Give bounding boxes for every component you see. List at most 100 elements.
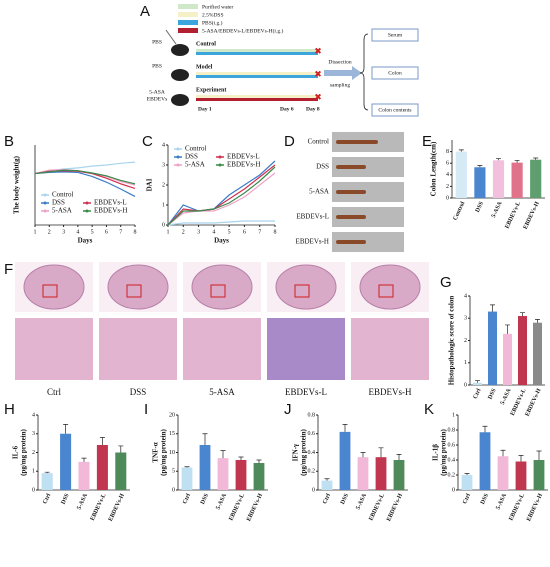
bracket bbox=[359, 33, 369, 111]
timeline bbox=[196, 72, 318, 75]
bar bbox=[474, 167, 486, 198]
legend-marker bbox=[218, 155, 222, 159]
sample: Colon bbox=[388, 70, 402, 76]
x-tick-label: Ctrl bbox=[42, 493, 52, 505]
line bbox=[167, 220, 275, 226]
x-tick-label: DSS bbox=[487, 387, 497, 400]
panel-letter: F bbox=[4, 261, 13, 278]
group: Experiment bbox=[196, 87, 226, 93]
bar bbox=[492, 160, 505, 198]
y-tick-label: 15 bbox=[169, 431, 175, 437]
treatment: EBDEVs bbox=[147, 96, 167, 102]
panel-letter: D bbox=[284, 133, 295, 150]
y-tick-label: 4 bbox=[162, 142, 165, 148]
zoom-box bbox=[42, 284, 58, 298]
histology-zoom bbox=[183, 318, 261, 380]
treatment: 5-ASA bbox=[149, 89, 165, 95]
legend-label: DSS bbox=[52, 199, 65, 207]
x-tick-label: 2 bbox=[48, 229, 51, 235]
legend-swatch bbox=[178, 28, 198, 33]
legend-text: PBS(i.g.) bbox=[202, 19, 223, 26]
error-bar bbox=[533, 157, 539, 160]
x-tick-label: 6 bbox=[105, 229, 108, 235]
y-tick-label: 3 bbox=[32, 431, 35, 437]
y-tick-label: 2 bbox=[162, 182, 165, 188]
y-label: IL-1β bbox=[432, 444, 440, 461]
timeline bbox=[196, 75, 318, 78]
panel-letter: H bbox=[4, 401, 15, 418]
histology-zoom bbox=[99, 318, 177, 380]
legend-marker bbox=[85, 209, 89, 213]
x-tick-label: EBDEVs-H bbox=[246, 493, 264, 523]
sample-box bbox=[371, 66, 419, 80]
legend-marker bbox=[176, 163, 180, 167]
y-tick-label: 2 bbox=[32, 450, 35, 456]
x-tick-label: Ctrl bbox=[473, 388, 483, 400]
chart: 0 0.2 0.4 0.6 0.8 IFN-γ (pg/mg protein) Ctrl DSS… bbox=[292, 412, 408, 522]
x-tick-label: DSS bbox=[480, 492, 490, 505]
colon-photo bbox=[332, 232, 404, 252]
bar bbox=[518, 316, 527, 385]
timeline bbox=[196, 98, 318, 101]
y-tick-label: 4 bbox=[446, 172, 449, 178]
y-label: IFN-γ bbox=[292, 443, 300, 461]
error-bar bbox=[238, 456, 244, 460]
legend-marker bbox=[43, 209, 47, 213]
bar bbox=[461, 475, 473, 490]
error-bar bbox=[518, 455, 524, 462]
bar bbox=[115, 452, 127, 490]
x-tick-label: Ctrl bbox=[322, 493, 332, 505]
error-bar bbox=[514, 159, 520, 163]
legend-text: 5-ASA/EBDEVs-L/EBDEVs-H(i.g.) bbox=[202, 27, 283, 34]
y-tick-label: 0 bbox=[312, 487, 315, 493]
x-tick-label: 5-ASA bbox=[215, 492, 228, 511]
mouse bbox=[171, 94, 189, 106]
error-bar bbox=[360, 452, 366, 458]
colon bbox=[336, 215, 366, 219]
y-unit: (pg/mg protein) bbox=[300, 428, 308, 475]
colon bbox=[336, 190, 366, 194]
error-bar bbox=[496, 158, 501, 161]
x-tick-label: EBDEVs-H bbox=[108, 493, 126, 523]
x-tick-label: 1 bbox=[34, 229, 37, 235]
legend-swatch bbox=[178, 4, 198, 9]
legend-label: Control bbox=[52, 191, 73, 199]
mouse bbox=[171, 44, 189, 56]
y-tick-label: 0.4 bbox=[448, 457, 456, 463]
legend-marker bbox=[85, 201, 89, 205]
x-tick-label: 8 bbox=[134, 229, 137, 235]
bar bbox=[321, 480, 333, 490]
x-label: Days bbox=[214, 237, 229, 245]
histology-section bbox=[359, 264, 421, 310]
error-bar bbox=[396, 454, 402, 460]
timeline bbox=[196, 49, 318, 52]
zoom-box bbox=[126, 284, 142, 298]
error-bar bbox=[535, 319, 540, 323]
y-tick-label: 0.2 bbox=[448, 472, 456, 478]
y-tick-label: 8 bbox=[446, 149, 449, 155]
bar bbox=[393, 460, 405, 490]
zoom-box bbox=[294, 284, 310, 298]
x-tick-label: 5 bbox=[228, 229, 231, 235]
histology-section bbox=[23, 264, 85, 310]
x-label: Days bbox=[78, 237, 93, 245]
bar bbox=[533, 322, 542, 385]
legend-swatch bbox=[178, 20, 198, 25]
y-tick-label: 1 bbox=[162, 202, 165, 208]
y-tick-label: 2 bbox=[464, 338, 467, 344]
panel-letter: I bbox=[144, 401, 148, 418]
legend-swatch bbox=[178, 12, 198, 17]
legend-label: DSS bbox=[185, 153, 198, 161]
error-bar bbox=[184, 466, 190, 468]
x-tick-label: 3 bbox=[197, 229, 200, 235]
bar bbox=[503, 333, 512, 385]
bar bbox=[181, 467, 193, 490]
x-tick-label: 6 bbox=[243, 229, 246, 235]
y-tick-label: 1 bbox=[452, 412, 455, 418]
sample-box bbox=[371, 28, 419, 42]
bar bbox=[253, 463, 265, 490]
x-tick-label: 2 bbox=[182, 229, 185, 235]
chart: The body weight(g) 1 2 3 4 5 6 7 8 Days ControlDSS… bbox=[13, 145, 137, 245]
